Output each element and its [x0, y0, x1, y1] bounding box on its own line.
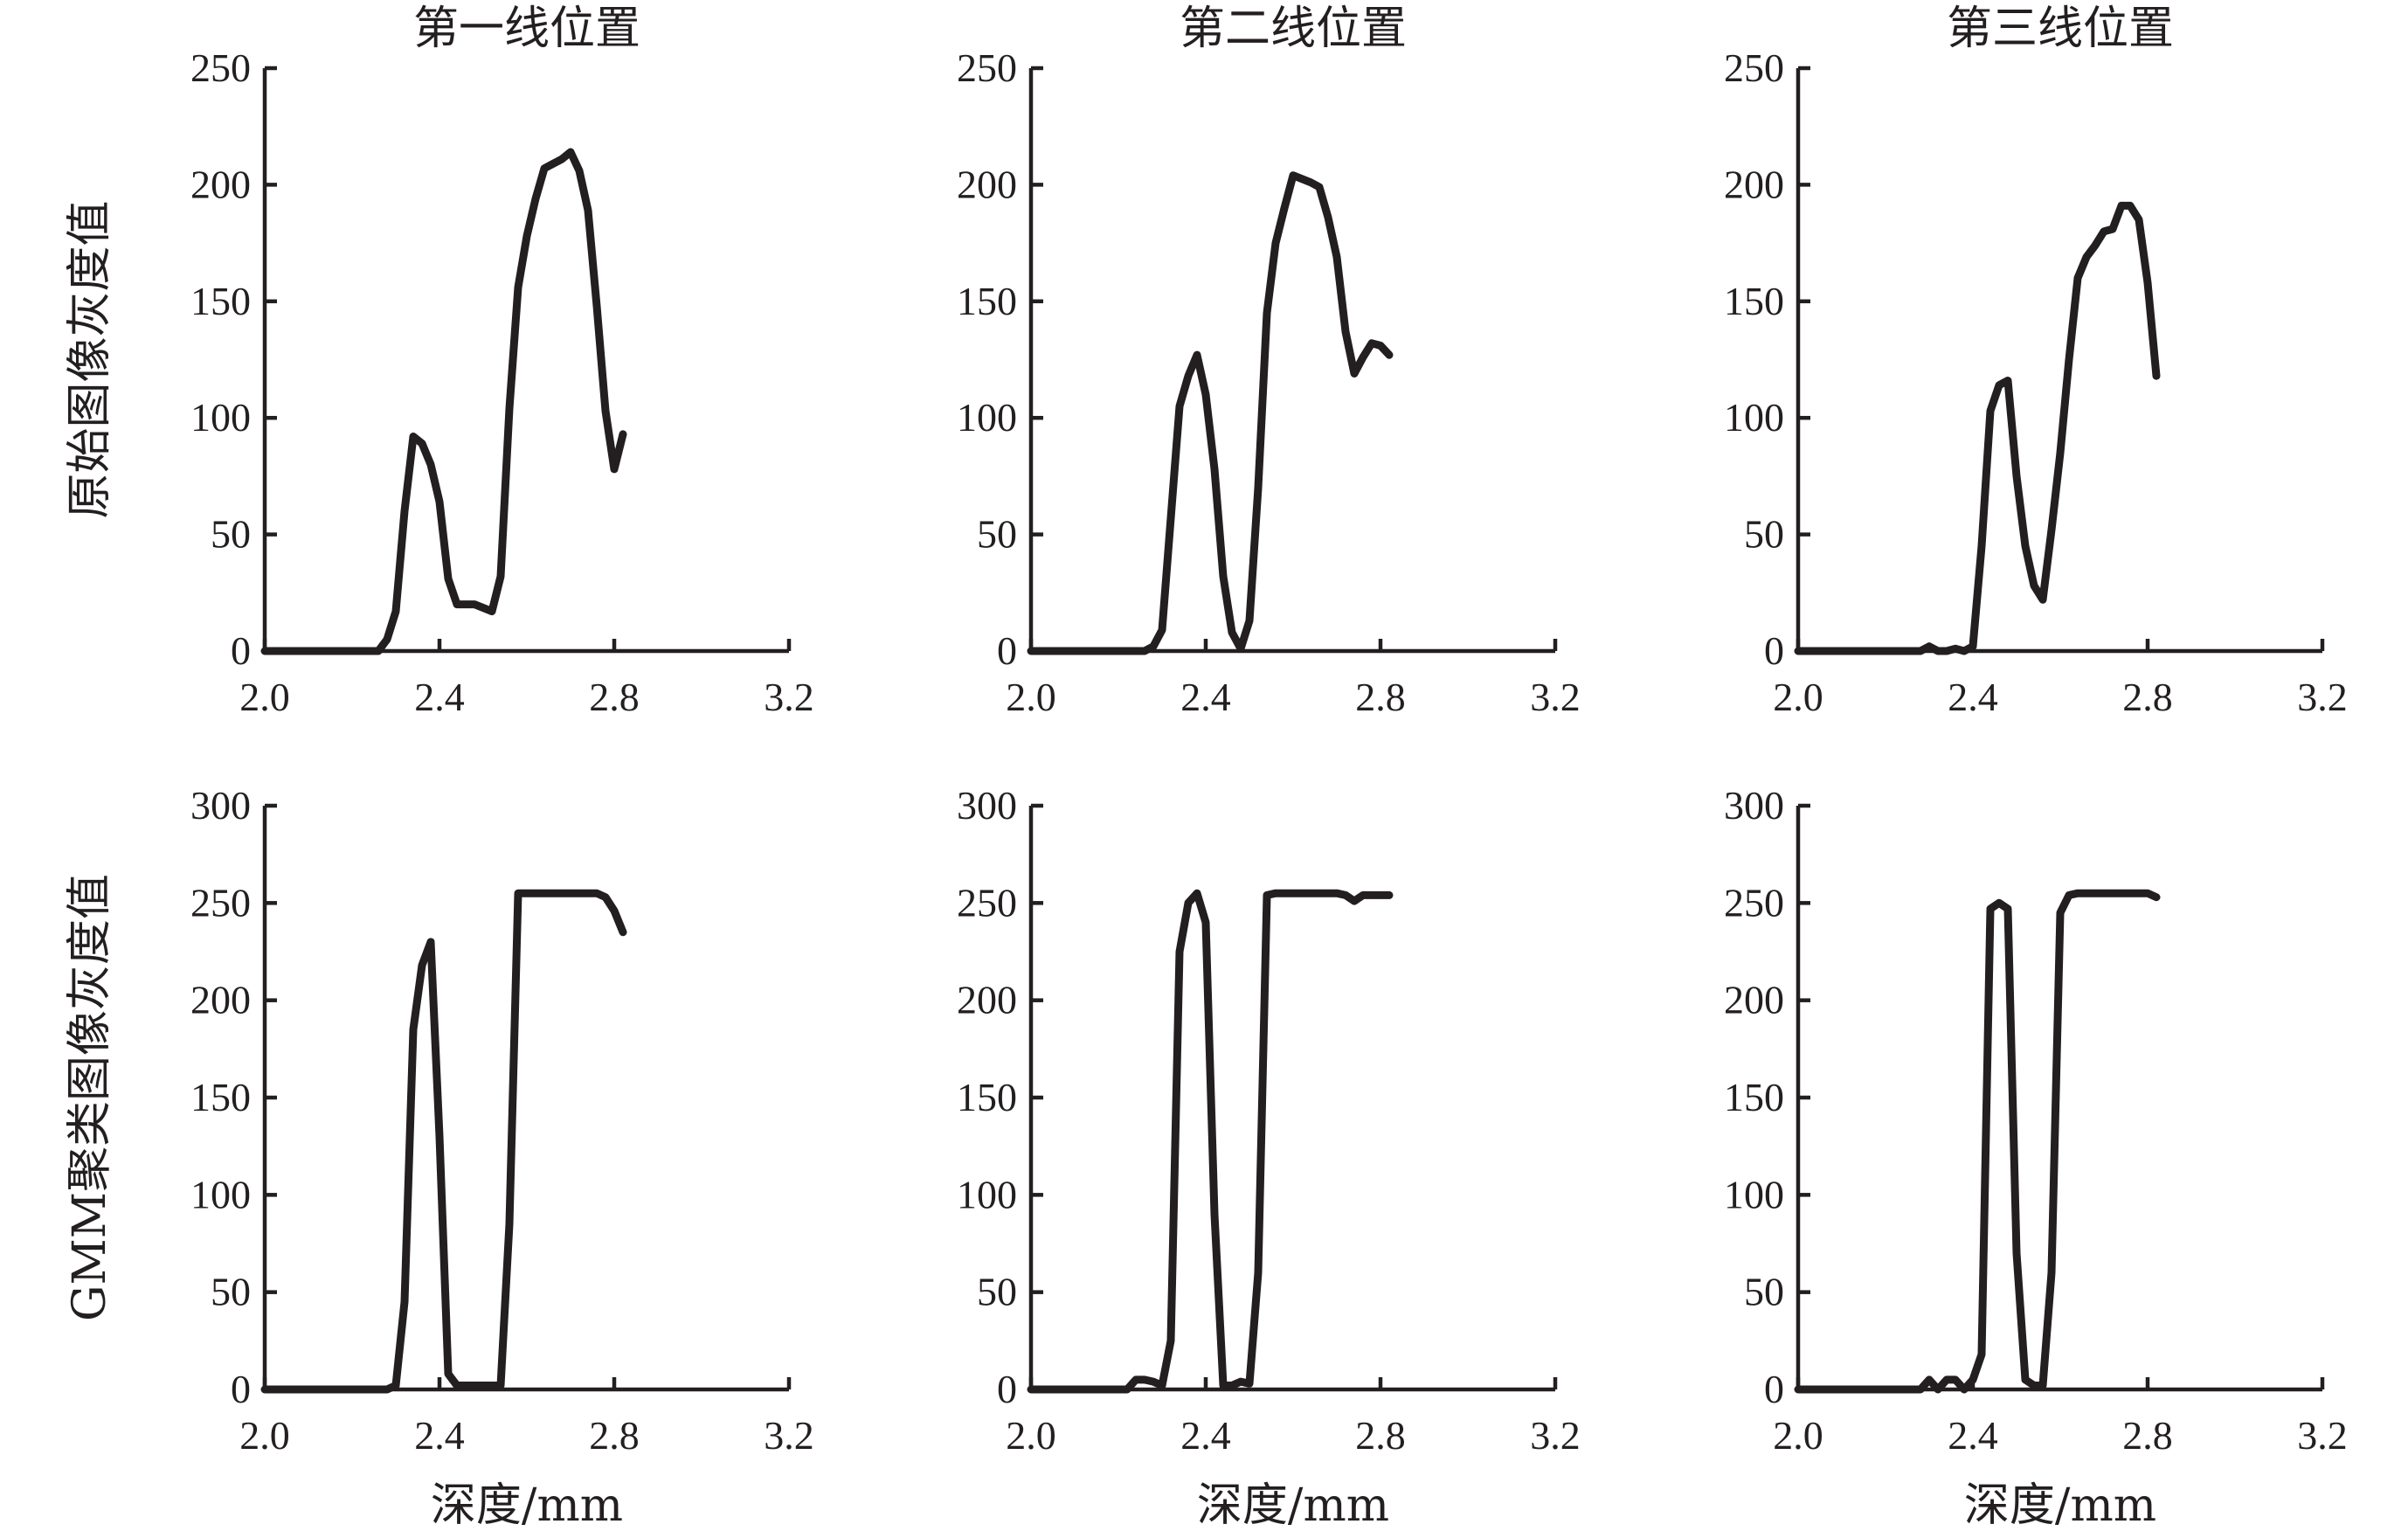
y-axis-title: 原始图像灰度值: [64, 200, 116, 518]
chart-title: 第三线位置: [1947, 3, 2174, 55]
y-tick-label: 250: [1724, 45, 1784, 90]
y-tick-label: 150: [1724, 279, 1784, 323]
x-tick-label: 2.4: [414, 1413, 465, 1458]
x-tick-label: 2.0: [1773, 1413, 1823, 1458]
x-tick-label: 3.2: [1530, 1413, 1581, 1458]
y-tick-label: 250: [190, 880, 251, 925]
y-tick-label: 150: [1724, 1075, 1784, 1119]
y-tick-label: 200: [957, 162, 1017, 206]
y-tick-label: 150: [190, 1075, 251, 1119]
x-tick-label: 2.0: [1773, 675, 1823, 719]
series-line: [1794, 889, 2161, 1394]
x-axis-title: 深度/mm: [431, 1479, 623, 1532]
y-tick-label: 100: [190, 1172, 251, 1216]
y-tick-label: 50: [977, 512, 1017, 557]
chart-title: 第一线位置: [413, 3, 640, 55]
y-tick-label: 0: [1764, 1367, 1784, 1411]
chart-title: 第二线位置: [1180, 3, 1407, 55]
y-tick-label: 50: [211, 1270, 251, 1314]
x-tick-label: 2.8: [2122, 675, 2173, 719]
x-tick-label: 2.4: [1180, 675, 1231, 719]
panel-gmm-line2: 0 50 100 150 200 250 300 2.0 2.4 2.8 3.2 深度/mm: [957, 783, 1581, 1532]
y-tick-label: 150: [190, 279, 251, 323]
panel-original-line2: 0 50 100 150 200 250 2.0 2.4 2.8 3.2 第二线位置: [957, 3, 1581, 719]
x-tick-label: 2.4: [414, 675, 465, 719]
x-tick-label: 3.2: [764, 675, 814, 719]
x-tick-label: 2.8: [589, 1413, 640, 1458]
y-tick-label: 300: [1724, 783, 1784, 828]
x-tick-label: 3.2: [2297, 675, 2348, 719]
x-tick-label: 2.0: [1006, 675, 1056, 719]
y-tick-label: 200: [190, 162, 251, 206]
x-tick-label: 3.2: [2297, 1413, 2348, 1458]
y-tick-label: 300: [190, 783, 251, 828]
series-line: [260, 148, 627, 655]
y-tick-label: 0: [1764, 628, 1784, 673]
x-tick-label: 2.8: [1355, 675, 1406, 719]
x-axis-title: 深度/mm: [1964, 1479, 2156, 1532]
x-axis-title: 深度/mm: [1197, 1479, 1389, 1532]
y-tick-label: 200: [957, 978, 1017, 1022]
series-line: [260, 889, 627, 1394]
y-tick-label: 250: [190, 45, 251, 90]
y-tick-label: 50: [1744, 512, 1784, 557]
y-tick-label: 100: [1724, 395, 1784, 440]
x-tick-label: 2.0: [1006, 1413, 1056, 1458]
y-tick-label: 250: [1724, 880, 1784, 925]
panel-original-line3: 0 50 100 150 200 250 2.0 2.4 2.8 3.2 第三线位置: [1724, 3, 2348, 719]
x-tick-label: 2.0: [239, 1413, 290, 1458]
y-tick-label: 200: [1724, 978, 1784, 1022]
y-tick-label: 300: [957, 783, 1017, 828]
y-tick-label: 0: [997, 628, 1017, 673]
panel-gmm-line1: 0 50 100 150 200 250 300 2.0 2.4 2.8 3.2 深度/mm GMM聚类…: [64, 783, 814, 1532]
panel-gmm-line3: 0 50 100 150 200 250 300 2.0 2.4 2.8 3.2 深度/mm: [1724, 783, 2348, 1532]
y-tick-label: 0: [231, 628, 251, 673]
x-tick-label: 2.8: [1355, 1413, 1406, 1458]
y-tick-label: 100: [190, 395, 251, 440]
series-line: [1794, 201, 2161, 655]
x-tick-label: 3.2: [764, 1413, 814, 1458]
y-tick-label: 50: [1744, 1270, 1784, 1314]
series-line: [1027, 171, 1394, 655]
x-tick-label: 2.4: [1948, 1413, 1998, 1458]
x-tick-label: 3.2: [1530, 675, 1581, 719]
x-tick-label: 2.4: [1948, 675, 1998, 719]
y-tick-label: 150: [957, 279, 1017, 323]
x-tick-label: 2.8: [589, 675, 640, 719]
y-tick-label: 100: [1724, 1172, 1784, 1216]
x-tick-label: 2.4: [1180, 1413, 1231, 1458]
y-tick-label: 200: [190, 978, 251, 1022]
y-tick-label: 50: [977, 1270, 1017, 1314]
x-tick-label: 2.8: [2122, 1413, 2173, 1458]
y-axis-title: GMM聚类图像灰度值: [64, 874, 116, 1321]
y-tick-label: 100: [957, 1172, 1017, 1216]
y-tick-label: 50: [211, 512, 251, 557]
y-tick-label: 200: [1724, 162, 1784, 206]
series-line: [1027, 889, 1394, 1394]
y-tick-label: 150: [957, 1075, 1017, 1119]
y-tick-label: 250: [957, 45, 1017, 90]
y-tick-label: 250: [957, 880, 1017, 925]
y-tick-label: 0: [997, 1367, 1017, 1411]
y-tick-label: 100: [957, 395, 1017, 440]
y-tick-label: 0: [231, 1367, 251, 1411]
x-tick-label: 2.0: [239, 675, 290, 719]
